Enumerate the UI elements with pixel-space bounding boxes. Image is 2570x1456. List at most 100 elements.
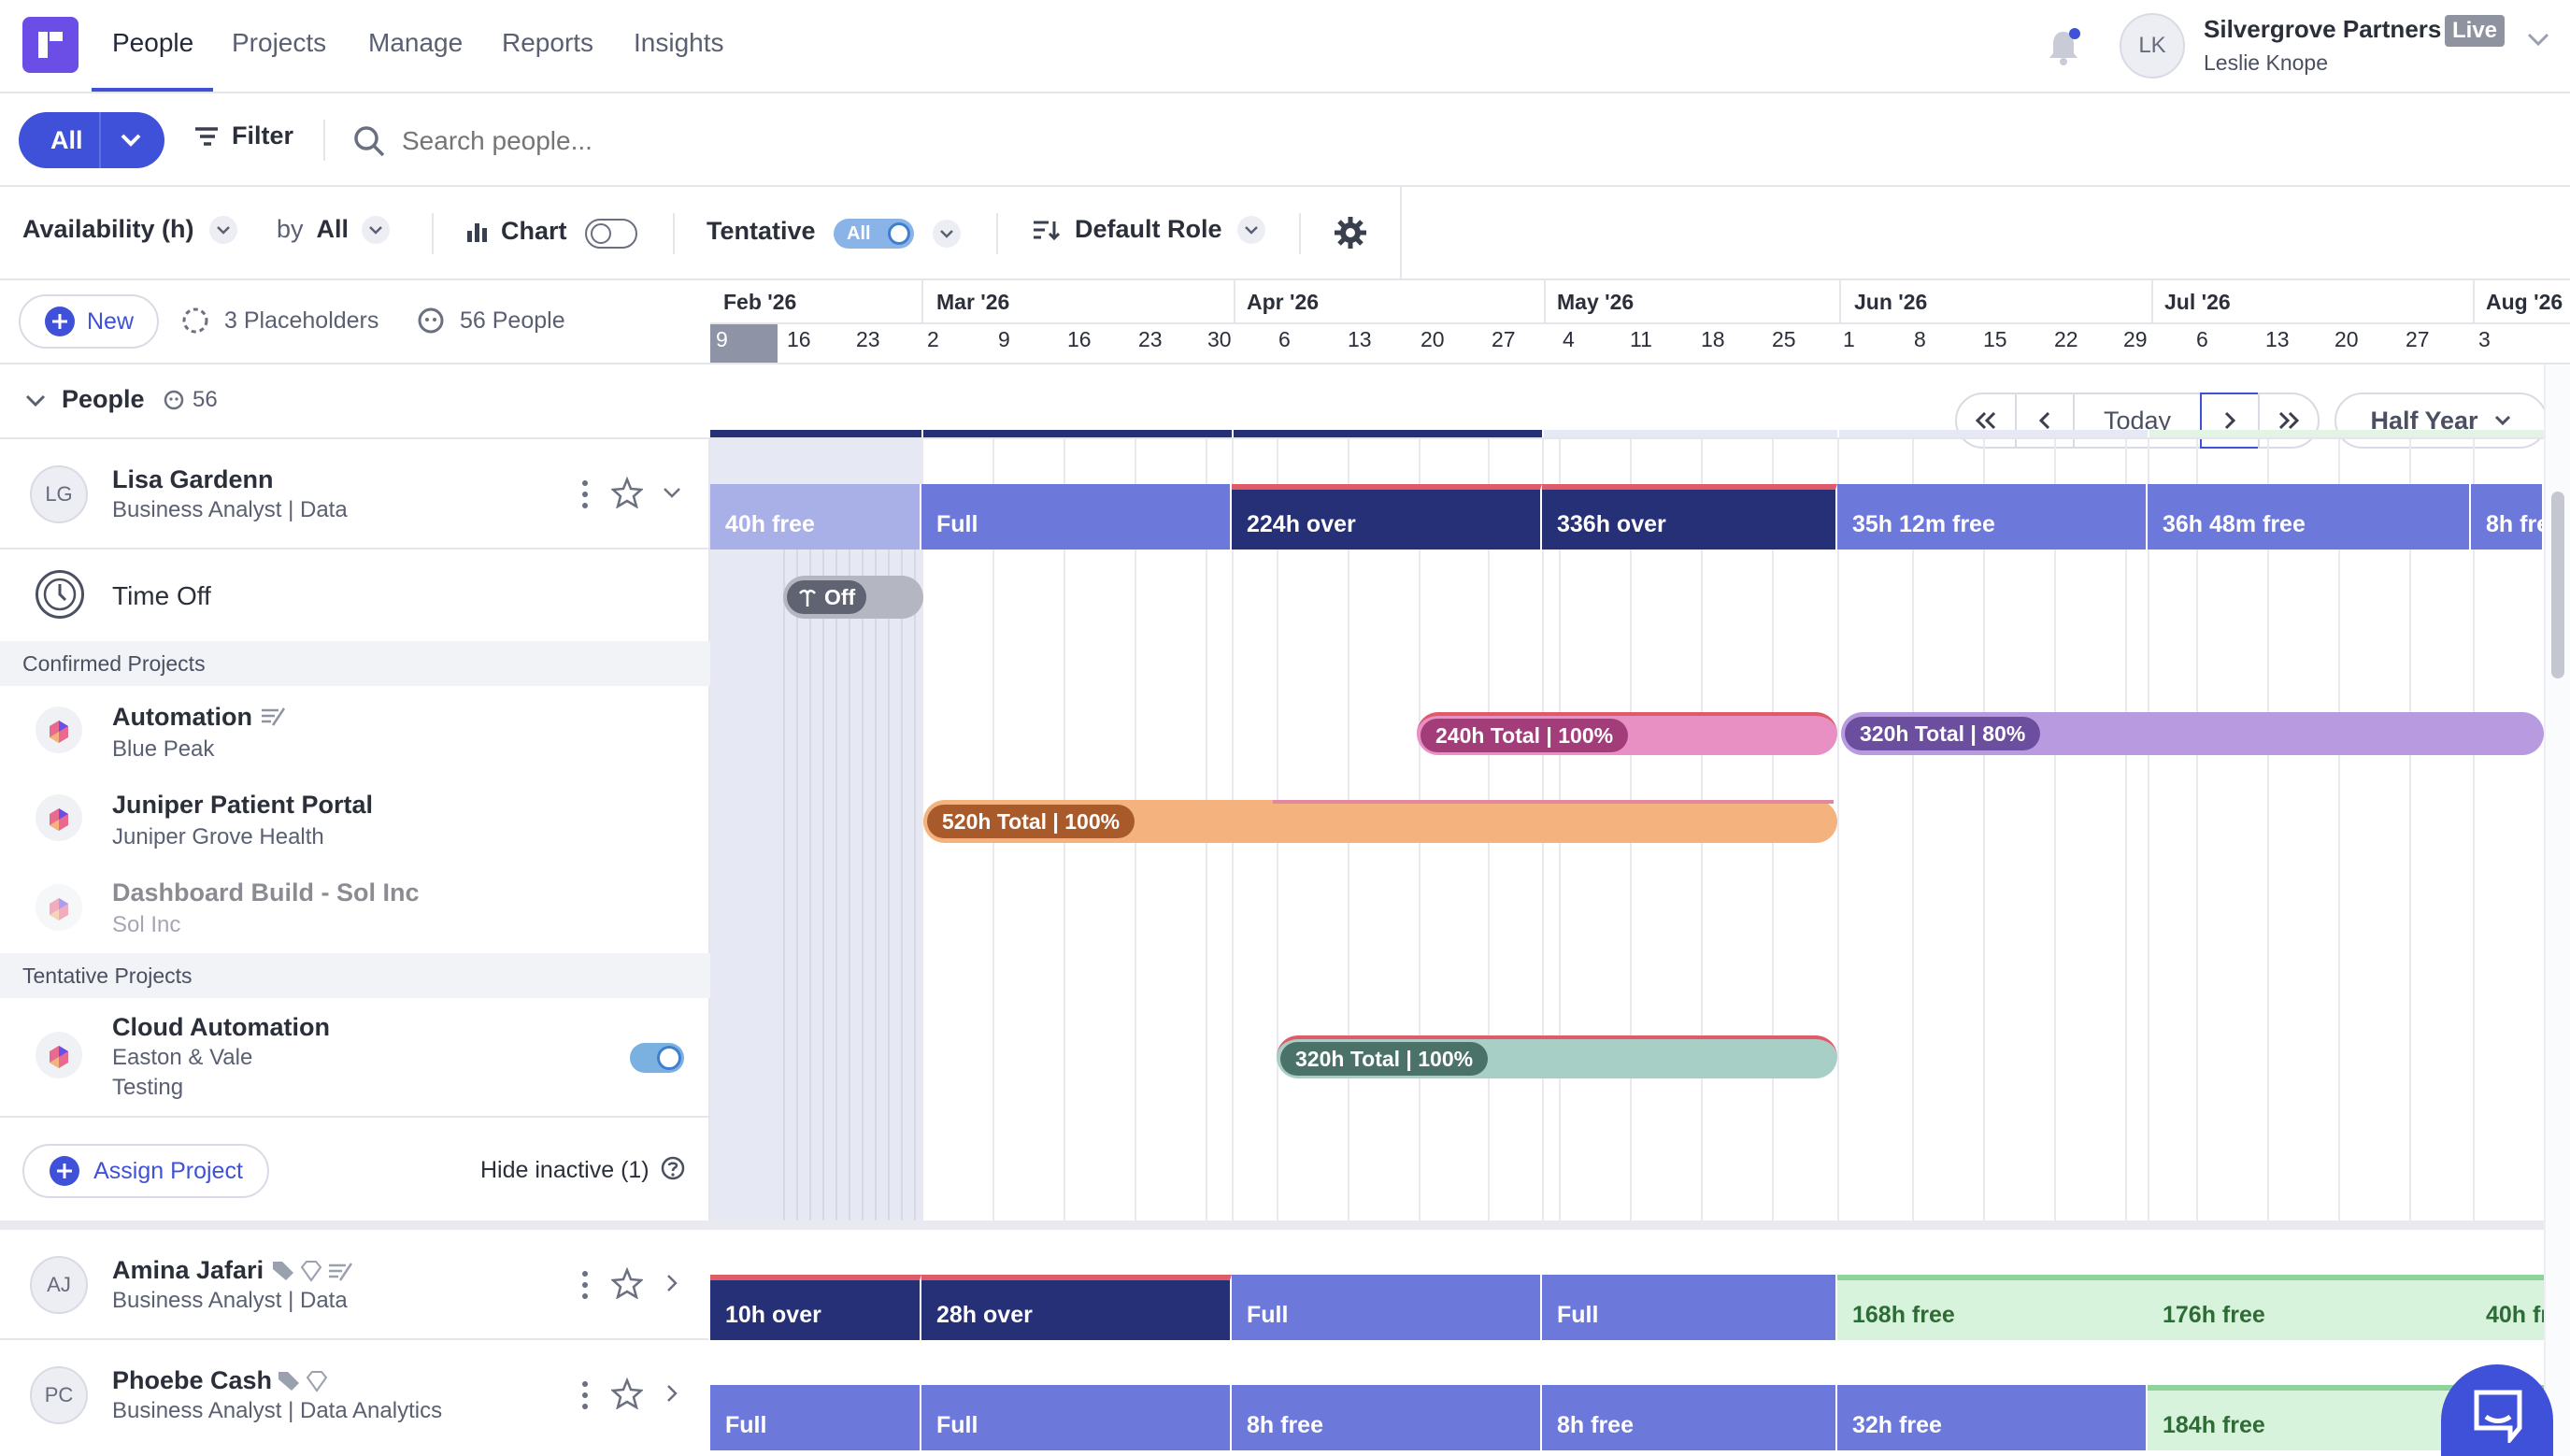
tab-reports[interactable]: Reports bbox=[502, 28, 594, 57]
star-icon[interactable] bbox=[609, 1266, 645, 1304]
person-name[interactable]: Phoebe Cash bbox=[112, 1366, 273, 1394]
project-client: Easton & Vale bbox=[112, 1045, 253, 1070]
tentative-label: Tentative bbox=[707, 217, 816, 245]
capacity-cell[interactable]: 10h over bbox=[710, 1275, 921, 1340]
capacity-cell[interactable]: 32h free bbox=[1837, 1385, 2148, 1450]
chart-toggle-group: Chart bbox=[465, 217, 567, 246]
hide-inactive-toggle[interactable]: Hide inactive (1) bbox=[480, 1157, 650, 1183]
person-row[interactable]: PC Phoebe Cash Business Analyst | Data A… bbox=[0, 1340, 708, 1456]
capacity-cell[interactable]: Full bbox=[921, 484, 1232, 550]
capacity-cell[interactable]: 336h over bbox=[1542, 484, 1837, 550]
all-dropdown-button[interactable]: All bbox=[19, 112, 164, 168]
day-label: 9 bbox=[998, 327, 1010, 351]
tab-people[interactable]: People bbox=[112, 28, 194, 57]
capacity-cell[interactable]: Full bbox=[921, 1385, 1232, 1450]
filter-icon bbox=[195, 126, 218, 146]
tab-manage[interactable]: Manage bbox=[368, 28, 464, 57]
placeholders-link[interactable]: 3 Placeholders bbox=[181, 307, 378, 335]
filter-button[interactable]: Filter bbox=[193, 121, 293, 150]
more-options-icon[interactable] bbox=[581, 1381, 589, 1413]
user-avatar[interactable]: LK bbox=[2120, 13, 2185, 79]
lines-icon bbox=[260, 705, 286, 732]
project-name[interactable]: Cloud Automation bbox=[112, 1013, 330, 1041]
people-count-link[interactable]: 56 People bbox=[417, 307, 565, 335]
time-off-row: Time Off bbox=[0, 550, 708, 641]
capacity-cell[interactable]: 36h 48m free bbox=[2148, 484, 2471, 550]
star-icon[interactable] bbox=[609, 476, 645, 513]
project-bar-label: 240h Total | 100% bbox=[1421, 719, 1629, 752]
help-icon[interactable] bbox=[660, 1155, 686, 1186]
month-label: Aug '26 bbox=[2486, 290, 2563, 314]
day-label: 23 bbox=[856, 327, 880, 351]
today-button[interactable]: Today bbox=[2073, 393, 2202, 449]
capacity-cell[interactable]: 168h free bbox=[1837, 1275, 2148, 1340]
app-logo[interactable] bbox=[22, 17, 79, 73]
person-row[interactable]: AJ Amina Jafari Business Analyst | Data bbox=[0, 1230, 708, 1340]
time-off-bar[interactable]: Off bbox=[783, 576, 923, 619]
person-name[interactable]: Amina Jafari bbox=[112, 1256, 264, 1284]
chevron-down-icon[interactable] bbox=[24, 393, 47, 414]
chevron-down-icon[interactable] bbox=[662, 486, 682, 506]
gear-icon[interactable] bbox=[1333, 215, 1368, 255]
previous-button[interactable] bbox=[2015, 393, 2075, 449]
project-row-inactive[interactable]: Dashboard Build - Sol Inc Sol Inc bbox=[0, 862, 708, 953]
capacity-cell[interactable]: 35h 12m free bbox=[1837, 484, 2148, 550]
tentative-toggle[interactable]: All bbox=[834, 219, 914, 249]
capacity-cell[interactable]: Full bbox=[1542, 1275, 1837, 1340]
project-bar[interactable]: 240h Total | 100% bbox=[1417, 712, 1837, 755]
capacity-cell[interactable]: 28h over bbox=[921, 1275, 1232, 1340]
chat-launcher-button[interactable] bbox=[2441, 1364, 2553, 1456]
new-button[interactable]: New bbox=[19, 294, 159, 349]
tentative-project-toggle[interactable] bbox=[630, 1043, 684, 1073]
tab-projects[interactable]: Projects bbox=[232, 28, 327, 57]
chevron-right-icon[interactable] bbox=[665, 1383, 680, 1408]
capacity-cell[interactable]: 224h over bbox=[1232, 484, 1542, 550]
project-bar[interactable]: 320h Total | 80% bbox=[1841, 712, 2544, 755]
chart-toggle[interactable] bbox=[585, 219, 637, 249]
project-bar[interactable]: 320h Total | 100% bbox=[1277, 1035, 1837, 1078]
account-chevron-down-icon[interactable] bbox=[2525, 30, 2551, 53]
sort-icon bbox=[1034, 221, 1060, 240]
org-name[interactable]: Silvergrove Partners bbox=[2204, 15, 2442, 43]
capacity-cell[interactable]: 8h free bbox=[1232, 1385, 1542, 1450]
project-name[interactable]: Automation bbox=[112, 703, 252, 731]
project-name[interactable]: Dashboard Build - Sol Inc bbox=[112, 878, 420, 906]
more-options-icon[interactable] bbox=[581, 1271, 589, 1303]
project-bar-label: 320h Total | 80% bbox=[1845, 717, 2041, 750]
role-dropdown[interactable]: Default Role bbox=[1032, 215, 1265, 244]
star-icon[interactable] bbox=[609, 1377, 645, 1414]
range-dropdown[interactable]: Half Year bbox=[2334, 393, 2548, 449]
capacity-cell[interactable]: 40h free bbox=[2471, 1275, 2544, 1340]
capacity-cell[interactable]: Full bbox=[710, 1385, 921, 1450]
assign-project-button[interactable]: Assign Project bbox=[22, 1144, 269, 1198]
month-label: Jul '26 bbox=[2164, 290, 2231, 314]
day-label: 16 bbox=[787, 327, 811, 351]
day-label: 1 bbox=[1843, 327, 1855, 351]
project-bar[interactable]: 520h Total | 100% bbox=[923, 800, 1837, 843]
bell-icon[interactable] bbox=[2045, 26, 2082, 67]
scrollbar-thumb[interactable] bbox=[2551, 492, 2564, 678]
tentative-toggle-value: All bbox=[847, 222, 871, 244]
project-row[interactable]: Juniper Patient Portal Juniper Grove Hea… bbox=[0, 774, 708, 862]
tab-insights[interactable]: Insights bbox=[634, 28, 724, 57]
capacity-cell[interactable]: Full bbox=[1232, 1275, 1542, 1340]
availability-dropdown[interactable]: Availability (h) bbox=[22, 215, 237, 244]
capacity-cell[interactable]: 8h free bbox=[2471, 484, 2544, 550]
search-input[interactable] bbox=[402, 118, 963, 164]
capacity-cell[interactable]: 176h free bbox=[2148, 1275, 2471, 1340]
capacity-cell[interactable]: 40h free bbox=[710, 484, 921, 550]
day-label: 16 bbox=[1067, 327, 1092, 351]
person-role: Business Analyst | Data Analytics bbox=[112, 1398, 443, 1423]
more-options-icon[interactable] bbox=[581, 480, 589, 512]
project-name[interactable]: Juniper Patient Portal bbox=[112, 791, 374, 819]
project-row[interactable]: Automation Blue Peak bbox=[0, 686, 708, 774]
person-name[interactable]: Lisa Gardenn bbox=[112, 465, 274, 493]
group-by-dropdown[interactable]: by All bbox=[277, 215, 391, 244]
chevron-right-icon[interactable] bbox=[665, 1273, 680, 1298]
tentative-chevron-down-icon[interactable] bbox=[933, 220, 961, 248]
day-label: 27 bbox=[1492, 327, 1516, 351]
vertical-scrollbar[interactable] bbox=[2544, 364, 2570, 1456]
project-row[interactable]: Cloud Automation Easton & Vale Testing bbox=[0, 998, 708, 1116]
capacity-cell[interactable]: 8h free bbox=[1542, 1385, 1837, 1450]
person-row[interactable]: LG Lisa Gardenn Business Analyst | Data bbox=[0, 439, 708, 550]
